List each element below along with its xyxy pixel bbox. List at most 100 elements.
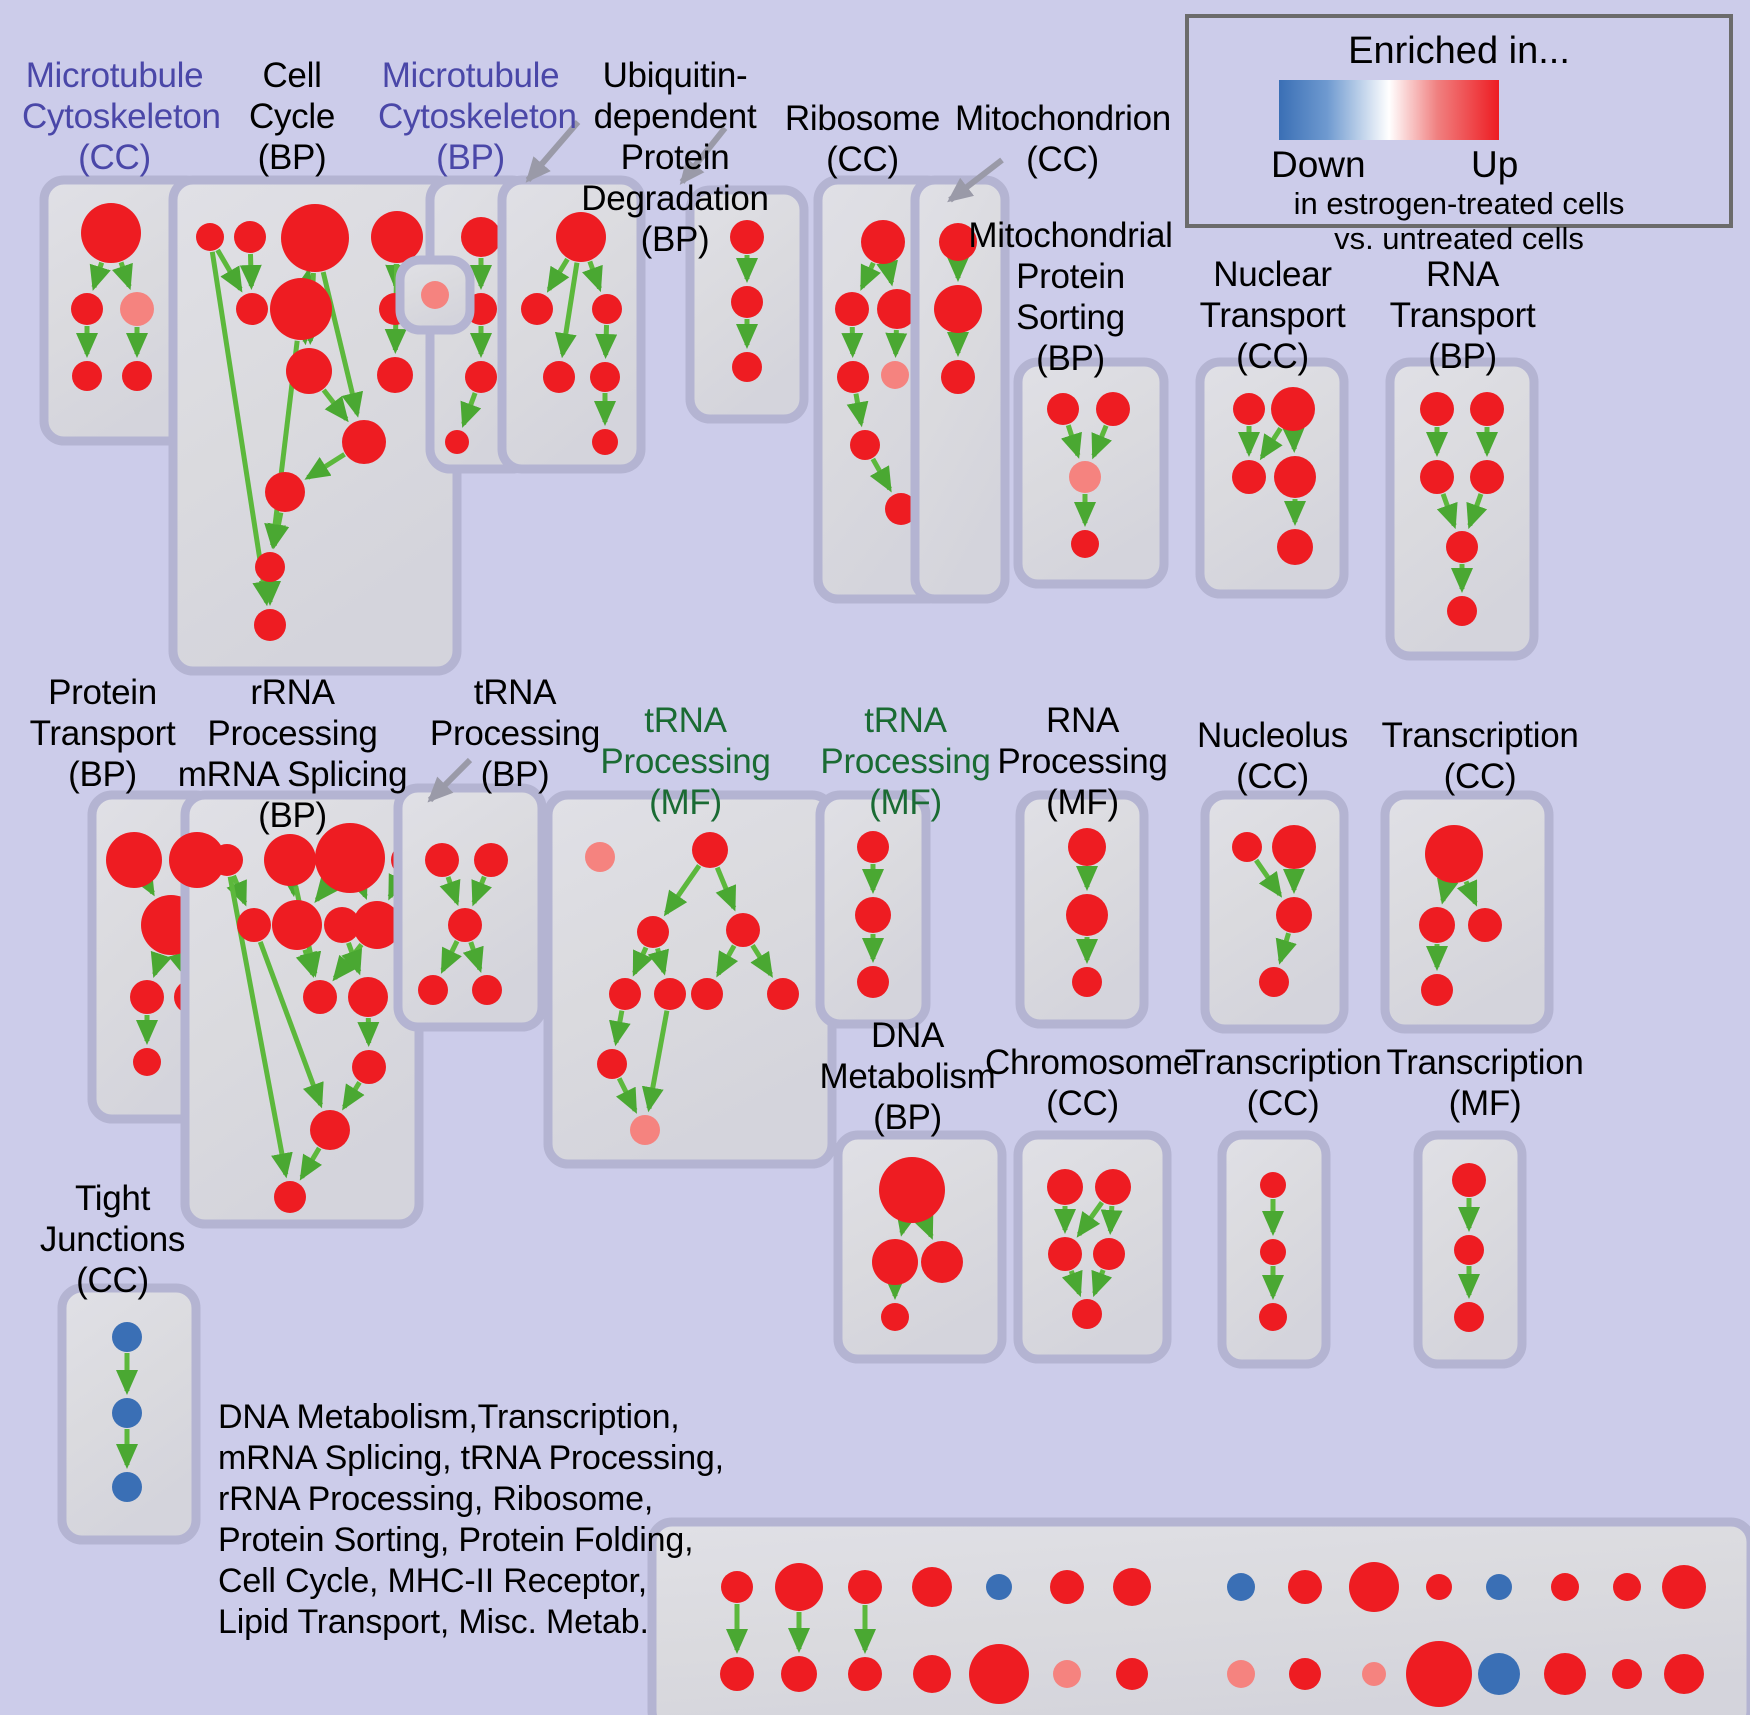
network-node[interactable] — [303, 980, 337, 1014]
network-node[interactable] — [1096, 392, 1130, 426]
network-node[interactable] — [592, 294, 622, 324]
network-node[interactable] — [1095, 1169, 1131, 1205]
network-node[interactable] — [654, 978, 686, 1010]
network-node[interactable] — [474, 843, 508, 877]
network-node[interactable] — [1288, 1570, 1322, 1604]
network-node[interactable] — [264, 834, 316, 886]
network-node[interactable] — [72, 361, 102, 391]
network-node[interactable] — [353, 901, 401, 949]
network-node[interactable] — [1426, 1574, 1452, 1600]
network-node[interactable] — [196, 223, 224, 251]
network-node[interactable] — [421, 281, 449, 309]
network-node[interactable] — [472, 975, 502, 1005]
network-node[interactable] — [877, 289, 917, 329]
network-node[interactable] — [1420, 460, 1454, 494]
network-node[interactable] — [281, 204, 349, 272]
network-node[interactable] — [1053, 1660, 1081, 1688]
network-node[interactable] — [1662, 1565, 1706, 1609]
network-node[interactable] — [857, 966, 889, 998]
network-node[interactable] — [1259, 1303, 1287, 1331]
network-node[interactable] — [1260, 1172, 1286, 1198]
network-node[interactable] — [692, 832, 728, 868]
network-node[interactable] — [1047, 393, 1079, 425]
network-node[interactable] — [211, 844, 243, 876]
network-node[interactable] — [1271, 387, 1315, 431]
network-node[interactable] — [1470, 392, 1504, 426]
network-node[interactable] — [1072, 1299, 1102, 1329]
network-node[interactable] — [1349, 1562, 1399, 1612]
network-node[interactable] — [912, 1567, 952, 1607]
network-node[interactable] — [861, 220, 905, 264]
network-node[interactable] — [342, 420, 386, 464]
network-node[interactable] — [445, 430, 469, 454]
network-node[interactable] — [775, 1563, 823, 1611]
network-node[interactable] — [1232, 460, 1266, 494]
network-node[interactable] — [1260, 1239, 1286, 1265]
network-node[interactable] — [236, 293, 268, 325]
network-node[interactable] — [465, 361, 497, 393]
network-node[interactable] — [1468, 908, 1502, 942]
network-node[interactable] — [1259, 967, 1289, 997]
network-node[interactable] — [1227, 1573, 1255, 1601]
network-node[interactable] — [234, 221, 266, 253]
network-node[interactable] — [543, 361, 575, 393]
network-node[interactable] — [732, 352, 762, 382]
network-node[interactable] — [934, 285, 982, 333]
network-node[interactable] — [1116, 1658, 1148, 1690]
network-node[interactable] — [324, 907, 360, 943]
network-node[interactable] — [1362, 1662, 1386, 1686]
network-node[interactable] — [1478, 1653, 1520, 1695]
network-node[interactable] — [1232, 832, 1262, 862]
network-node[interactable] — [1233, 393, 1265, 425]
network-node[interactable] — [272, 900, 322, 950]
network-node[interactable] — [986, 1574, 1012, 1600]
network-node[interactable] — [848, 1570, 882, 1604]
network-node[interactable] — [1050, 1570, 1084, 1604]
network-node[interactable] — [637, 916, 669, 948]
network-node[interactable] — [130, 980, 164, 1014]
network-node[interactable] — [1272, 825, 1316, 869]
network-node[interactable] — [881, 1303, 909, 1331]
network-node[interactable] — [1613, 1573, 1641, 1601]
network-node[interactable] — [848, 1657, 882, 1691]
network-node[interactable] — [835, 292, 869, 326]
network-node[interactable] — [1113, 1568, 1151, 1606]
network-node[interactable] — [721, 1571, 753, 1603]
network-node[interactable] — [1419, 907, 1455, 943]
network-node[interactable] — [425, 843, 459, 877]
network-node[interactable] — [609, 978, 641, 1010]
network-node[interactable] — [122, 361, 152, 391]
network-node[interactable] — [418, 975, 448, 1005]
network-node[interactable] — [1421, 974, 1453, 1006]
network-node[interactable] — [630, 1115, 660, 1145]
network-node[interactable] — [1470, 460, 1504, 494]
network-node[interactable] — [112, 1322, 142, 1352]
network-node[interactable] — [1454, 1302, 1484, 1332]
network-node[interactable] — [850, 430, 880, 460]
network-node[interactable] — [881, 361, 909, 389]
network-node[interactable] — [377, 357, 413, 393]
network-node[interactable] — [106, 832, 162, 888]
network-node[interactable] — [597, 1049, 627, 1079]
network-node[interactable] — [1047, 1169, 1083, 1205]
network-node[interactable] — [855, 897, 891, 933]
network-node[interactable] — [1544, 1653, 1586, 1695]
network-node[interactable] — [352, 1050, 386, 1084]
network-node[interactable] — [941, 360, 975, 394]
network-node[interactable] — [371, 211, 423, 263]
network-node[interactable] — [270, 278, 332, 340]
network-node[interactable] — [1551, 1573, 1579, 1601]
network-node[interactable] — [726, 913, 760, 947]
network-node[interactable] — [1071, 530, 1099, 558]
network-node[interactable] — [691, 978, 723, 1010]
network-node[interactable] — [448, 908, 482, 942]
network-node[interactable] — [1066, 894, 1108, 936]
network-node[interactable] — [1069, 461, 1101, 493]
network-node[interactable] — [255, 552, 285, 582]
network-node[interactable] — [112, 1472, 142, 1502]
network-node[interactable] — [556, 212, 606, 262]
network-node[interactable] — [1072, 967, 1102, 997]
network-node[interactable] — [1093, 1238, 1125, 1270]
network-node[interactable] — [1276, 897, 1312, 933]
network-node[interactable] — [939, 223, 977, 261]
